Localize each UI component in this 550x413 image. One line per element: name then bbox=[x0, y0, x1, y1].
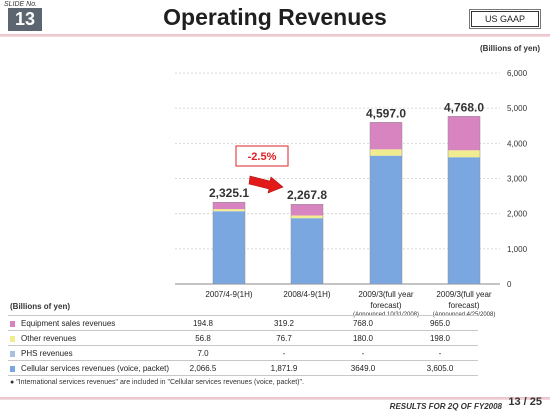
table-row-divider bbox=[8, 375, 478, 376]
x-tick-label: 2009/3(full year bbox=[358, 290, 413, 299]
y-tick-label: 5,000 bbox=[507, 104, 528, 113]
table-cell: 768.0 bbox=[352, 319, 374, 328]
footnote-bullet: ● bbox=[10, 379, 17, 386]
slide-number: 13 bbox=[8, 8, 42, 31]
x-tick-label: 2008/4-9(1H) bbox=[283, 290, 330, 299]
y-tick-label: 1,000 bbox=[507, 245, 528, 254]
table-cell: 180.0 bbox=[352, 334, 374, 343]
chart-units-label: (Billions of yen) bbox=[480, 44, 540, 53]
bar-segment bbox=[448, 116, 480, 151]
table-row-divider bbox=[8, 315, 478, 316]
total-data-label: 4,768.0 bbox=[444, 100, 484, 114]
y-tick-label: 0 bbox=[507, 280, 512, 289]
bar-segment bbox=[291, 215, 323, 219]
top-divider bbox=[0, 34, 550, 37]
table-cell: 965.0 bbox=[429, 319, 451, 328]
total-data-label: 2,267.8 bbox=[287, 188, 327, 202]
table-cell: 7.0 bbox=[197, 349, 209, 358]
bar-segment bbox=[291, 218, 323, 284]
bar-segment bbox=[370, 155, 402, 284]
legend-swatch bbox=[10, 321, 15, 327]
table-row: Equipment sales revenues 194.8 319.2 768.0 9… bbox=[8, 316, 478, 332]
table-cell: 2,066.5 bbox=[189, 364, 217, 373]
x-tick-label: 2009/3(full year bbox=[436, 290, 491, 299]
bar-outline bbox=[290, 203, 324, 285]
row-label: Cellular services revenues (voice, packe… bbox=[21, 364, 170, 373]
total-data-label: 2,325.1 bbox=[209, 186, 249, 200]
x-tick-label: 2007/4-9(1H) bbox=[205, 290, 252, 299]
bar-outline bbox=[212, 201, 246, 285]
table-cell: 319.2 bbox=[273, 319, 295, 328]
row-label: PHS revenues bbox=[21, 349, 73, 358]
footnote-text: "International services revenues" are in… bbox=[16, 379, 304, 386]
bar-segment bbox=[448, 157, 480, 284]
stacked-bar-chart: 0 1,000 2,000 3,000 4,000 5,000 6,000 2,325.1 20… bbox=[175, 69, 528, 318]
table-row-divider bbox=[8, 330, 478, 331]
bar-segment bbox=[213, 211, 245, 284]
row-label: Other revenues bbox=[21, 334, 77, 343]
decrease-arrow bbox=[248, 175, 284, 194]
legend-swatch bbox=[10, 366, 15, 372]
table-cell: 56.8 bbox=[195, 334, 211, 343]
bar-outline bbox=[447, 116, 481, 285]
bar-segment bbox=[213, 211, 245, 212]
table-row-divider bbox=[8, 360, 478, 361]
table-cell: 3,605.0 bbox=[426, 364, 454, 373]
bar-segment bbox=[213, 202, 245, 210]
us-gaap-badge: US GAAP bbox=[471, 11, 539, 27]
bar-segment bbox=[291, 204, 323, 216]
row-label: Equipment sales revenues bbox=[21, 319, 116, 328]
table-row: Other revenues 56.8 76.7 180.0 198.0 bbox=[8, 331, 478, 347]
table-cell: - bbox=[361, 349, 365, 358]
bar-segment bbox=[370, 122, 402, 150]
bar-segment bbox=[213, 209, 245, 212]
table-cell: 76.7 bbox=[276, 334, 292, 343]
y-tick-label: 4,000 bbox=[507, 139, 528, 148]
table-cell: - bbox=[438, 349, 442, 358]
page-title: Operating Revenues bbox=[163, 4, 387, 30]
bar-segment bbox=[448, 150, 480, 158]
legend-swatch bbox=[10, 351, 15, 357]
table-cell: 3649.0 bbox=[350, 364, 376, 373]
y-tick-label: 3,000 bbox=[507, 175, 528, 184]
bar-segment bbox=[370, 149, 402, 156]
y-tick-label: 6,000 bbox=[507, 69, 528, 78]
annotation-box bbox=[235, 145, 289, 167]
table-cell: - bbox=[282, 349, 286, 358]
x-tick-label: forecast) bbox=[448, 301, 479, 310]
table-row: Cellular services revenues (voice, packe… bbox=[8, 361, 478, 377]
table-row-divider bbox=[8, 345, 478, 346]
table-cell: 194.8 bbox=[192, 319, 214, 328]
footer-title: RESULTS FOR 2Q OF FY2008 bbox=[389, 402, 502, 411]
table-cell: 198.0 bbox=[429, 334, 451, 343]
slide-number-label: SLIDE No. bbox=[4, 1, 38, 8]
y-tick-label: 2,000 bbox=[507, 210, 528, 219]
x-tick-label: forecast) bbox=[370, 301, 401, 310]
annotation-label: -2.5% bbox=[248, 151, 277, 163]
bar-outline bbox=[369, 122, 403, 285]
page-number: 13 / 25 bbox=[508, 396, 542, 408]
legend-swatch bbox=[10, 336, 15, 342]
table-units-label: (Billions of yen) bbox=[10, 302, 70, 311]
footnote: ● "International services revenues" are … bbox=[10, 379, 304, 386]
table-cell: 1,871.9 bbox=[270, 364, 298, 373]
bottom-divider bbox=[0, 397, 550, 400]
table-row: PHS revenues 7.0 - - - bbox=[8, 346, 478, 362]
badge-frame bbox=[469, 9, 541, 29]
total-data-label: 4,597.0 bbox=[366, 106, 406, 120]
